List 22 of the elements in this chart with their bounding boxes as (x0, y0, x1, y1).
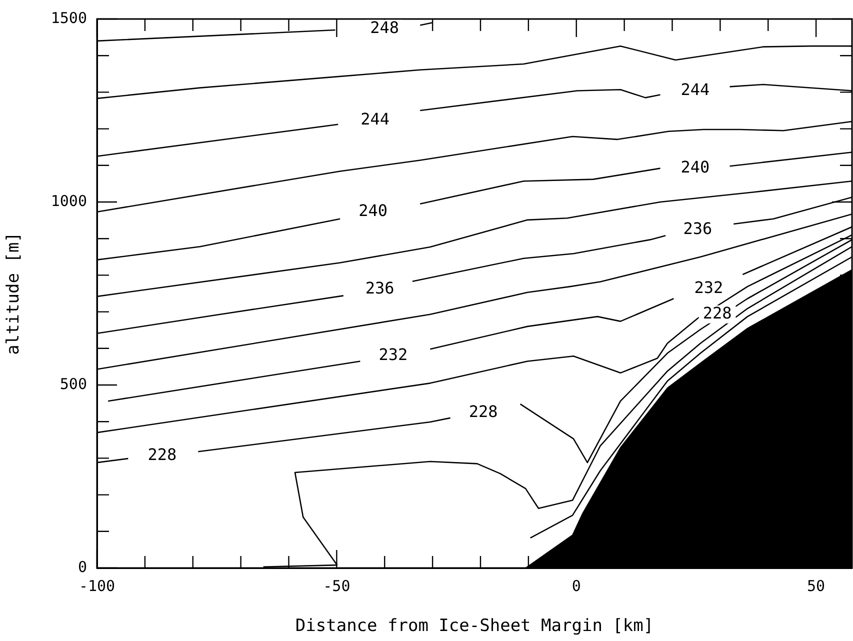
x-tick-label: 0 (572, 576, 581, 595)
annotation: 244 (680, 80, 710, 99)
y-tick-label: 1000 (50, 192, 87, 210)
x-tick-label: -100 (78, 576, 116, 595)
y-tick-label: 1500 (50, 8, 87, 27)
annotation: 228 (702, 304, 732, 323)
annotation: 232 (378, 345, 408, 364)
x-axis-title: Distance from Ice-Sheet Margin [km] (295, 616, 654, 636)
annotation: 240 (358, 201, 388, 220)
annotation: 236 (365, 278, 394, 298)
annotation: 248 (370, 18, 400, 38)
annotation: 232 (694, 278, 724, 297)
x-tick-label: 50 (807, 576, 826, 595)
annotation: 228 (468, 402, 498, 421)
y-axis-title: altitude [m] (4, 232, 24, 355)
annotation: 236 (683, 218, 712, 238)
annotation: 240 (680, 157, 710, 176)
annotation: 228 (148, 444, 177, 464)
y-tick-label: 0 (78, 558, 87, 576)
y-tick-label: 500 (60, 374, 87, 393)
annotation: 244 (360, 110, 390, 129)
x-tick-label: -50 (323, 576, 350, 595)
